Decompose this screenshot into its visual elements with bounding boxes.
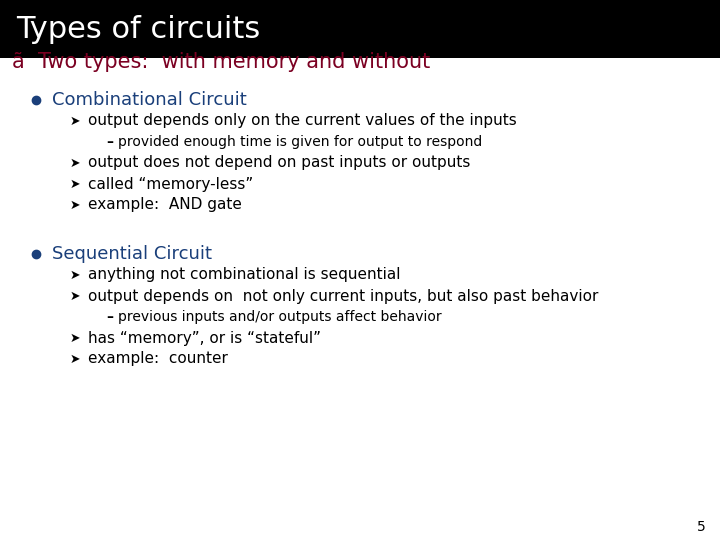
Text: ➤: ➤ [70,157,81,170]
Text: Sequential Circuit: Sequential Circuit [52,245,212,263]
Text: has “memory”, or is “stateful”: has “memory”, or is “stateful” [88,330,321,346]
Text: output does not depend on past inputs or outputs: output does not depend on past inputs or… [88,156,470,171]
Text: ➤: ➤ [70,332,81,345]
Text: –: – [106,310,113,324]
Text: ➤: ➤ [70,289,81,302]
Text: example:  counter: example: counter [88,352,228,367]
Text: ➤: ➤ [70,178,81,191]
Text: provided enough time is given for output to respond: provided enough time is given for output… [118,135,482,149]
Text: called “memory-less”: called “memory-less” [88,177,253,192]
Text: ➤: ➤ [70,199,81,212]
Text: 5: 5 [697,520,706,534]
Text: Types of circuits: Types of circuits [16,15,260,44]
Text: example:  AND gate: example: AND gate [88,198,242,213]
Bar [0,0,720,58]
Text: previous inputs and/or outputs affect behavior: previous inputs and/or outputs affect be… [118,310,441,324]
Text: –: – [106,135,113,149]
Text: ➤: ➤ [70,114,81,127]
Text: Combinational Circuit: Combinational Circuit [52,91,247,109]
Text: ã  Two types:  with memory and without: ã Two types: with memory and without [12,52,431,72]
Text: ➤: ➤ [70,353,81,366]
Text: ➤: ➤ [70,268,81,281]
Text: anything not combinational is sequential: anything not combinational is sequential [88,267,400,282]
Text: output depends on  not only current inputs, but also past behavior: output depends on not only current input… [88,288,598,303]
Text: output depends only on the current values of the inputs: output depends only on the current value… [88,113,517,129]
